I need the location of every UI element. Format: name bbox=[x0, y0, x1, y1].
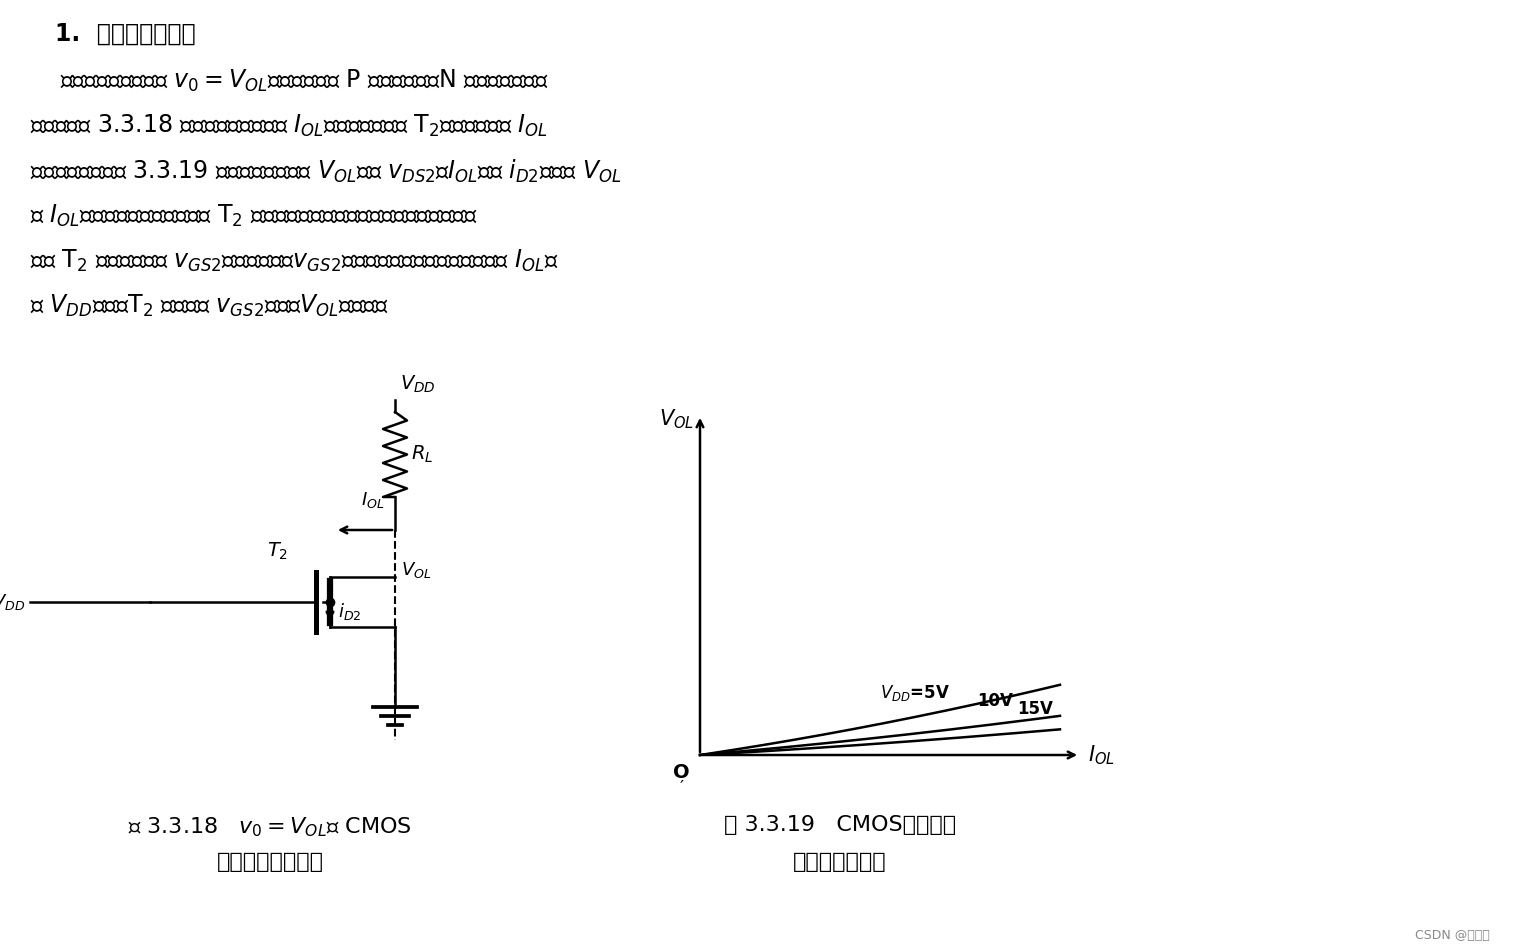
Text: O: O bbox=[673, 763, 689, 782]
Text: $I_{OL}$: $I_{OL}$ bbox=[1088, 743, 1115, 767]
Text: 15V: 15V bbox=[1017, 699, 1053, 717]
Text: 由于 T$_2$ 的导通内阻与 $v_{GS2}$的大小有关，$v_{GS2}$越大导通内阻越小，所以同样的 $I_{OL}$值: 由于 T$_2$ 的导通内阻与 $v_{GS2}$的大小有关，$v_{GS2}$… bbox=[30, 248, 559, 275]
Text: $T_2$: $T_2$ bbox=[268, 541, 288, 562]
Text: $R_L$: $R_L$ bbox=[411, 444, 433, 466]
Text: CSDN @严正安: CSDN @严正安 bbox=[1415, 929, 1489, 942]
Text: $V_{OL}$: $V_{OL}$ bbox=[659, 407, 694, 430]
Text: 当输出为低电平，即 $v_0 = V_{OL}$时，反相器的 P 沟道管截止、N 沟道管导通，工: 当输出为低电平，即 $v_0 = V_{OL}$时，反相器的 P 沟道管截止、N… bbox=[30, 68, 548, 94]
Text: 与 $I_{OL}$的关系曲线实际上也就是 T$_2$ 管的漏极特性曲线。从曲线上还可以看到，: 与 $I_{OL}$的关系曲线实际上也就是 T$_2$ 管的漏极特性曲线。从曲线… bbox=[30, 203, 477, 229]
Text: $i_{D2}$: $i_{D2}$ bbox=[338, 601, 362, 622]
Text: 低电平输出特性: 低电平输出特性 bbox=[794, 852, 886, 872]
Text: $V_{OL}$: $V_{OL}$ bbox=[401, 560, 432, 580]
Text: 反相器的工作状态: 反相器的工作状态 bbox=[217, 852, 324, 872]
Text: $I_{OL}$: $I_{OL}$ bbox=[361, 490, 385, 510]
Text: 下 $V_{DD}$越高，T$_2$ 导通时的 $v_{GS2}$越大，$V_{OL}$也越低。: 下 $V_{DD}$越高，T$_2$ 导通时的 $v_{GS2}$越大，$V_{… bbox=[30, 293, 388, 319]
Text: $V_{DD}$=5V: $V_{DD}$=5V bbox=[880, 683, 950, 703]
Text: 作状态如图 3.3.18 所示。这时负载电流 $I_{OL}$从负载电路注入 T$_2$，输出电平随 $I_{OL}$: 作状态如图 3.3.18 所示。这时负载电流 $I_{OL}$从负载电路注入 T… bbox=[30, 113, 548, 140]
Text: ′: ′ bbox=[680, 779, 685, 797]
Text: 10V: 10V bbox=[977, 693, 1014, 711]
Text: $V_{IH} = V_{DD}$: $V_{IH} = V_{DD}$ bbox=[0, 592, 26, 612]
Text: 1.  低电平输出特性: 1. 低电平输出特性 bbox=[55, 22, 195, 46]
Text: 图 3.3.19   CMOS反相器的: 图 3.3.19 CMOS反相器的 bbox=[724, 815, 956, 835]
Text: 图 3.3.18   $v_0 = V_{OL}$时 CMOS: 图 3.3.18 $v_0 = V_{OL}$时 CMOS bbox=[129, 815, 412, 839]
Text: $V_{DD}$: $V_{DD}$ bbox=[400, 373, 436, 395]
Text: 增加而提高，如图 3.3.19 所示。因为这时的 $V_{OL}$就是 $v_{DS2}$、$I_{OL}$就是 $i_{D2}$，所以 $V_{OL}$: 增加而提高，如图 3.3.19 所示。因为这时的 $V_{OL}$就是 $v_{… bbox=[30, 158, 621, 185]
